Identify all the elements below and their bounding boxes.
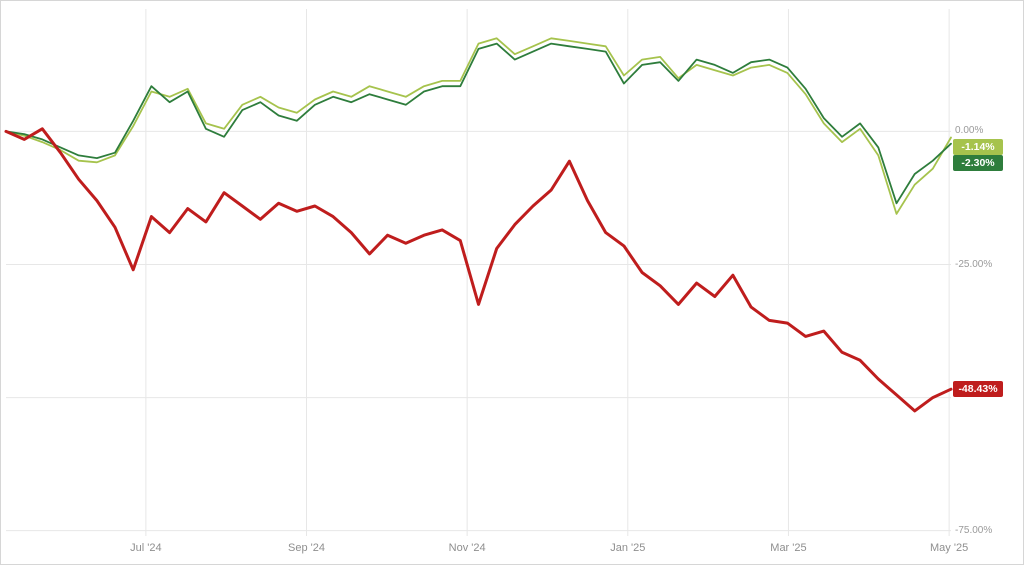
y-axis-label: -25.00%: [955, 258, 993, 270]
light-green-line-path[interactable]: [5, 37, 952, 215]
series-end-badge-red: -48.43%: [953, 381, 1003, 398]
x-axis-label: Jan '25: [610, 542, 646, 554]
y-axis-label: -75.00%: [955, 524, 993, 536]
x-axis-label: Jul '24: [130, 542, 162, 554]
x-axis-label: May '25: [930, 542, 969, 554]
x-axis-label: Sep '24: [288, 542, 325, 554]
x-axis-label: Nov '24: [448, 542, 486, 554]
dark-green-line-path[interactable]: [5, 42, 952, 205]
series-end-badge-dark-green: -2.30%: [953, 155, 1003, 172]
x-axis-label: Mar '25: [770, 542, 807, 554]
y-axis-label: 0.00%: [955, 125, 984, 137]
red-line-path[interactable]: [4, 127, 953, 413]
series-end-badge-light-green: -1.14%: [953, 139, 1003, 156]
